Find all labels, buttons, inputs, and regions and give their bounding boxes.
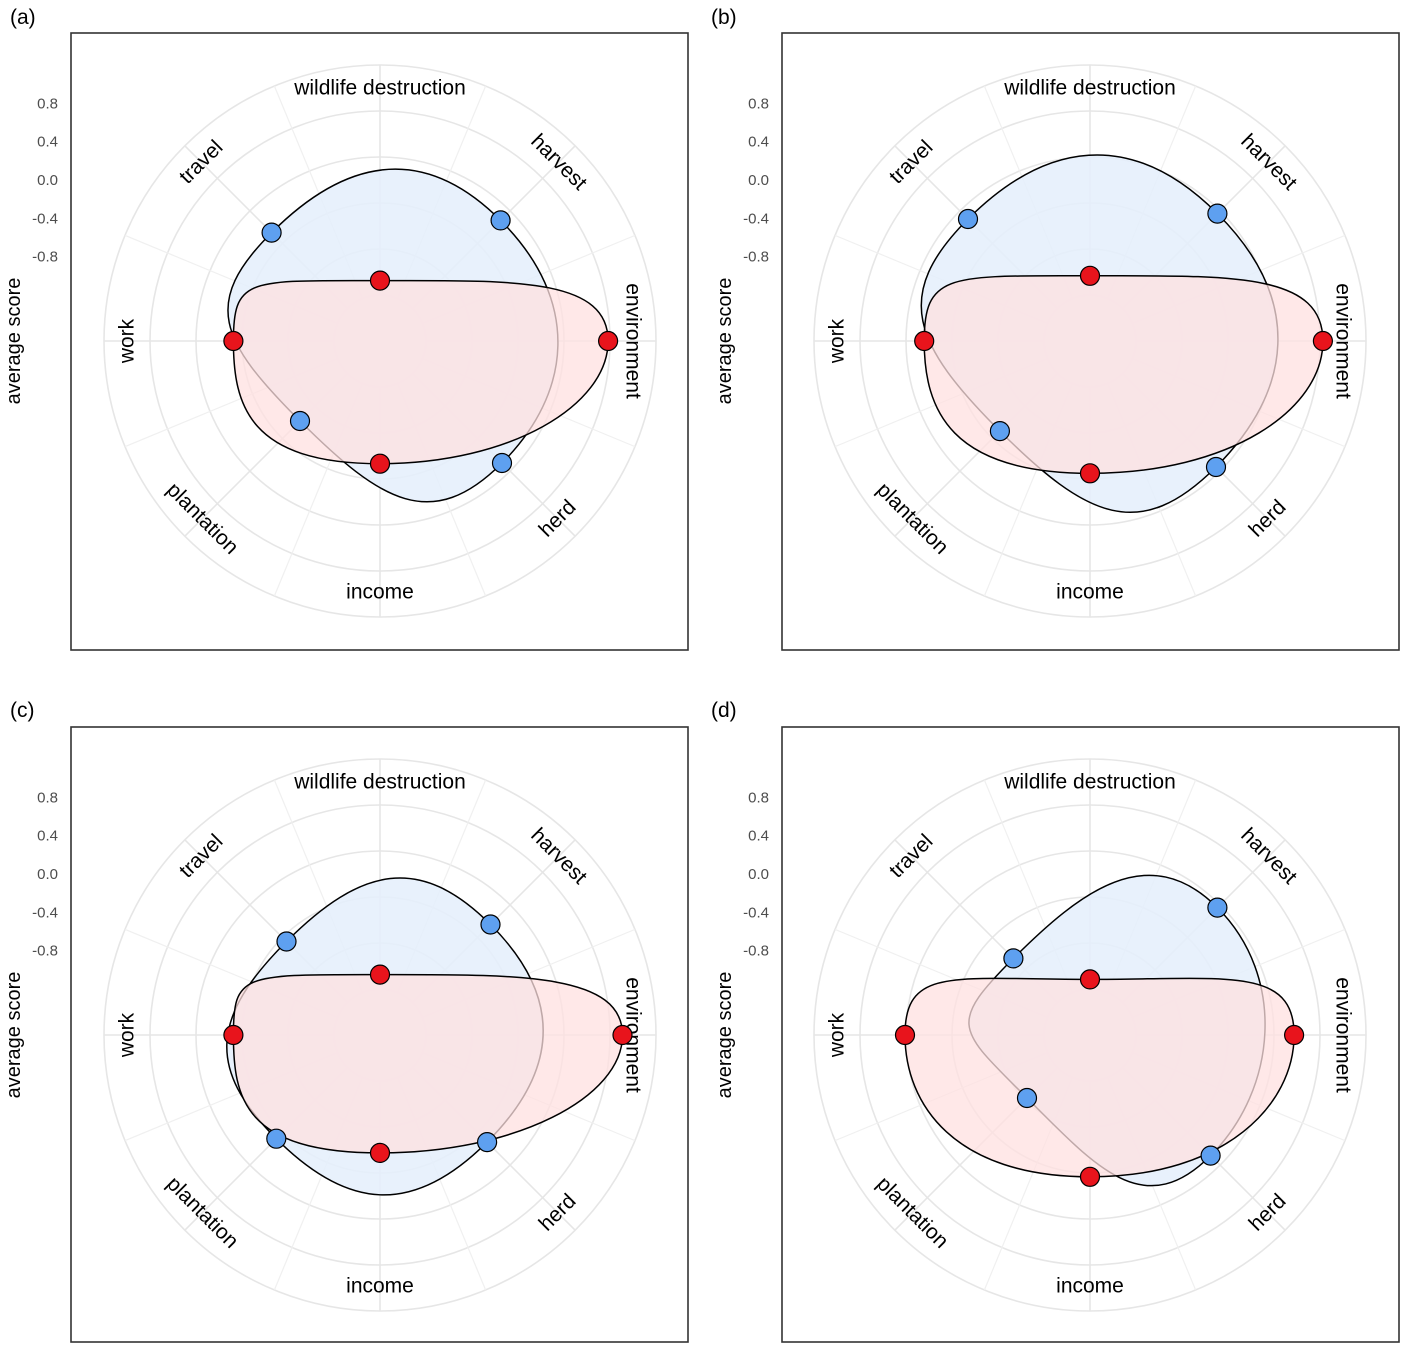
y-tick-label: -0.4 [743,904,769,921]
data-point [223,1024,244,1046]
panel-label: (d) [711,699,737,722]
data-point [223,330,244,352]
panel-border [781,726,1400,1343]
data-point [490,210,511,231]
y-tick-label: -0.8 [32,943,58,960]
axis-label-wildlife-destruction: wildlife destruction [293,77,466,100]
data-point [894,1024,916,1046]
data-point [261,222,282,243]
series-shape-1 [232,973,624,1154]
data-point [369,453,391,474]
panel-border [70,32,689,651]
data-point [266,1128,287,1149]
series-shape-1 [232,279,609,465]
data-point [491,452,513,474]
y-tick-label: -0.4 [743,210,769,227]
y-axis-label: average score [3,278,25,405]
data-point [276,931,297,952]
data-point [612,1024,633,1046]
y-tick-label: 0.0 [37,172,58,189]
y-tick-label: 0.4 [37,828,58,845]
data-point [957,208,979,230]
y-tick-label: 0.4 [748,828,769,845]
y-tick-label: 0.0 [37,866,58,883]
axis-label-income: income [1056,581,1124,604]
data-point [1079,969,1101,990]
y-tick-label: 0.8 [37,789,58,806]
data-point [1003,948,1024,969]
data-point [597,330,619,352]
data-point [1205,456,1227,478]
radar-panel-1: (a) 0.8 0.4 0.0 -0.4 -0.8 average score wildlif… [3,6,689,651]
data-point [369,1142,391,1164]
data-point [1079,1166,1101,1187]
data-point [1016,1087,1038,1109]
data-point [480,914,501,935]
axis-label-environment: environment [621,977,644,1093]
y-tick-label: 0.0 [748,172,769,189]
data-point [1283,1024,1305,1046]
radar-panel-2: (b) 0.8 0.4 0.0 -0.4 -0.8 average score wildlif… [711,6,1400,651]
y-tick-label: 0.4 [37,134,58,151]
panel-border [70,726,689,1343]
panel-label: (a) [10,6,36,29]
data-point [369,270,391,291]
data-point [1200,1145,1221,1166]
y-tick-label: 0.4 [748,134,769,151]
y-tick-label: -0.4 [32,210,58,227]
data-point [914,330,935,352]
y-tick-label: -0.4 [32,904,58,921]
panel-label: (b) [711,6,737,29]
data-point [1207,897,1228,918]
y-tick-label: -0.8 [743,249,769,266]
series-shape-1 [923,275,1324,475]
y-axis-label: average score [3,972,25,1099]
data-point [477,1131,498,1153]
radar-panel-4: (d) 0.8 0.4 0.0 -0.4 -0.8 average score wildlif… [711,699,1400,1343]
axis-label-environment: environment [621,283,644,399]
y-tick-label: 0.0 [748,866,769,883]
data-point [989,421,1011,442]
data-point [369,964,391,985]
y-tick-label: 0.8 [748,789,769,806]
data-point [1079,265,1101,286]
data-point [1207,203,1228,224]
y-axis-label: average score [714,972,736,1099]
data-point [1312,330,1334,352]
axis-label-environment: environment [1331,283,1354,399]
axis-label-wildlife-destruction: wildlife destruction [1003,771,1176,794]
axis-label-work: work [826,1012,849,1058]
axis-label-environment: environment [1331,977,1354,1093]
y-axis-label: average score [714,278,736,405]
axis-label-work: work [826,318,849,364]
axis-label-wildlife-destruction: wildlife destruction [1003,77,1176,100]
axis-label-income: income [346,581,414,604]
axis-label-work: work [116,318,139,364]
y-tick-label: -0.8 [32,249,58,266]
y-tick-label: -0.8 [743,943,769,960]
y-tick-label: 0.8 [37,95,58,112]
axis-label-wildlife-destruction: wildlife destruction [293,771,466,794]
axis-label-work: work [116,1012,139,1058]
data-point [289,410,311,432]
data-point [1079,463,1101,484]
y-tick-label: 0.8 [748,95,769,112]
panel-border [781,32,1400,651]
panel-label: (c) [10,699,35,722]
axis-label-income: income [346,1275,414,1298]
axis-label-income: income [1056,1275,1124,1298]
radar-panel-3: (c) 0.8 0.4 0.0 -0.4 -0.8 average score wildlif… [3,699,689,1343]
